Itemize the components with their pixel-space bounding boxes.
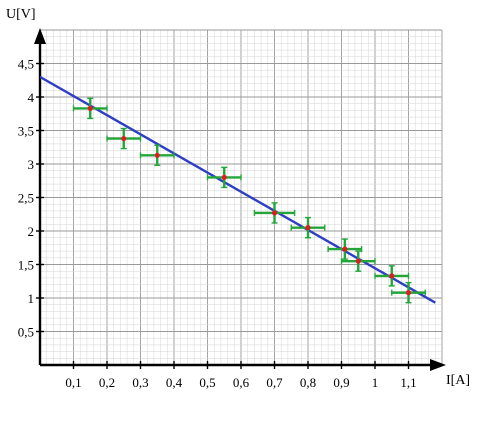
x-tick-label: 0,2	[99, 375, 115, 390]
data-point	[221, 174, 227, 180]
fit-line-group	[40, 75, 436, 304]
x-tick-label: 0,5	[199, 375, 215, 390]
error-bar	[106, 127, 142, 150]
x-tick-label: 1	[372, 375, 379, 390]
data-point	[121, 135, 127, 142]
data-point	[389, 273, 395, 279]
fit-line	[40, 75, 436, 304]
x-tick-label: 0,3	[132, 375, 148, 390]
error-bars	[72, 97, 426, 304]
x-axis-label: I[A]	[446, 373, 470, 388]
x-tick-label: 0,6	[233, 375, 250, 390]
data-point	[271, 210, 278, 216]
data-point	[405, 290, 412, 296]
x-tick-label: 0,4	[166, 375, 183, 390]
x-tick-label: 0,8	[300, 375, 316, 390]
x-axis-arrow-icon	[430, 359, 446, 371]
y-tick-label: 1,5	[18, 258, 34, 273]
y-tick-label: 0,5	[18, 325, 34, 340]
axes	[34, 28, 446, 371]
x-tick-label: 0,7	[266, 375, 283, 390]
y-tick-label: 3,5	[18, 124, 34, 139]
y-tick-label: 1	[28, 291, 35, 306]
y-axis-arrow-icon	[34, 28, 46, 44]
data-point	[154, 152, 160, 158]
data-point	[305, 225, 311, 231]
x-tick-label: 1,1	[400, 375, 416, 390]
x-tick-label: 0,9	[333, 375, 349, 390]
y-tick-label: 4,5	[18, 57, 34, 72]
grid	[39, 29, 443, 366]
y-axis-label: U[V]	[6, 7, 36, 22]
data-point	[342, 246, 348, 252]
y-tick-label: 2	[28, 224, 35, 239]
data-points	[87, 105, 412, 296]
data-point	[355, 258, 361, 264]
y-tick-label: 4	[28, 90, 35, 105]
x-tick-label: 0,1	[65, 375, 81, 390]
y-tick-label: 2,5	[18, 191, 34, 206]
y-tick-label: 3	[28, 157, 35, 172]
data-point	[87, 105, 93, 111]
tick-labels: 0,1 0,2 0,3 0,4 0,5 0,6 0,7 0,8 0,9 1 1,1 0,5 1 1,5 2 2…	[18, 57, 417, 391]
